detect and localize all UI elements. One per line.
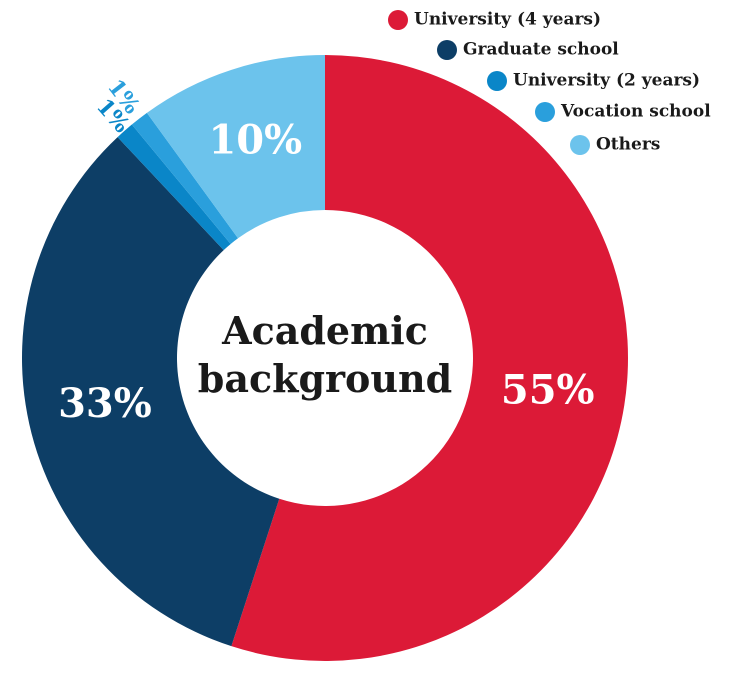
value-label: 33% [58, 380, 152, 427]
value-label: 55% [501, 366, 595, 413]
legend-label: University (2 years) [513, 71, 700, 91]
legend-swatch [570, 135, 590, 155]
legend-swatch [487, 71, 507, 91]
donut-slice [21, 137, 280, 647]
center-label: Academic background [198, 308, 452, 401]
donut-slice [131, 112, 239, 244]
legend-swatch [437, 40, 457, 60]
legend: University (4 years) Graduate school Unive… [388, 10, 711, 155]
legend-label: Vocation school [560, 102, 711, 122]
value-labels: 55%33%1%1%10% [58, 74, 594, 427]
donut [21, 55, 629, 661]
donut-slice [146, 55, 325, 239]
legend-label: Others [596, 135, 660, 155]
legend-label: Graduate school [463, 40, 619, 60]
donut-slice [231, 55, 629, 661]
legend-swatch [535, 102, 555, 122]
donut-slice [117, 124, 231, 251]
legend-label: University (4 years) [414, 10, 601, 30]
legend-swatch [388, 10, 408, 30]
value-label: 10% [208, 117, 302, 164]
